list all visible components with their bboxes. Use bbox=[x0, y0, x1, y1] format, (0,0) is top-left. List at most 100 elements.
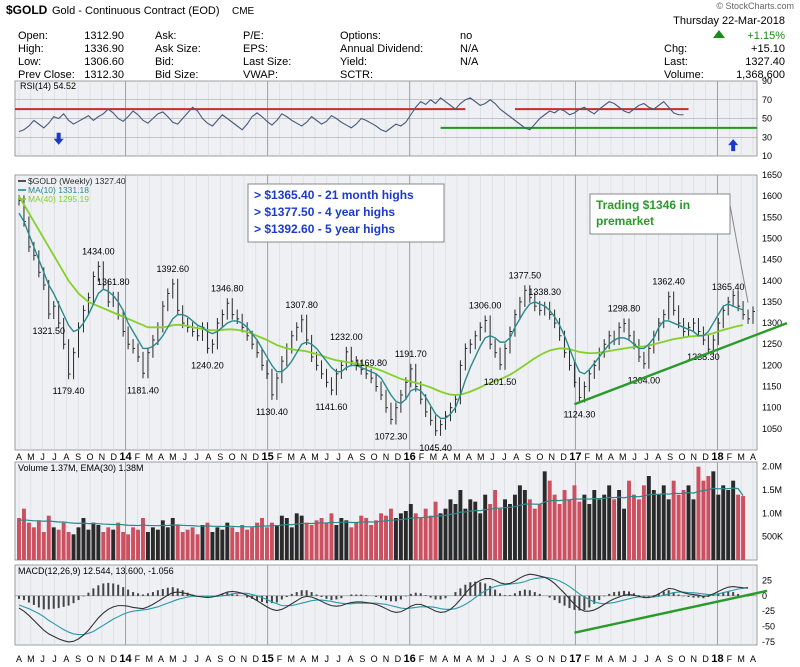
macd-histogram-bar bbox=[22, 595, 25, 601]
ma40-line bbox=[18, 195, 744, 396]
instrument-name: Gold - Continuous Contract (EOD) bbox=[52, 5, 220, 17]
macd-histogram-bar bbox=[146, 593, 149, 596]
volume-bar bbox=[517, 485, 522, 560]
x-tick-label: M bbox=[595, 452, 603, 462]
volume-bar bbox=[686, 485, 691, 560]
macd-histogram-bar bbox=[732, 592, 735, 596]
macd-histogram-bar bbox=[320, 595, 323, 597]
volume-bar bbox=[398, 513, 403, 560]
x-tick-label: M bbox=[311, 654, 319, 664]
macd-histogram-bar bbox=[340, 595, 343, 599]
x-tick-label: A bbox=[750, 654, 756, 664]
legend-entry: $GOLD (Weekly) 1327.40 bbox=[28, 176, 126, 186]
volume-bar bbox=[627, 480, 631, 560]
price-label: 1377.50 bbox=[509, 270, 542, 280]
macd-histogram-bar bbox=[221, 593, 224, 596]
macd-histogram-bar bbox=[558, 595, 561, 604]
volume-bar bbox=[587, 504, 592, 560]
volume-bar bbox=[269, 522, 274, 560]
volume-bar bbox=[225, 522, 230, 560]
x-tick-label: D bbox=[110, 452, 117, 462]
summary-value: +15.10 bbox=[751, 43, 785, 55]
volume-bar bbox=[463, 508, 468, 560]
volume-bar bbox=[676, 494, 681, 560]
x-tick-label: M bbox=[27, 654, 35, 664]
volume-bar bbox=[597, 499, 602, 560]
volume-bar bbox=[245, 529, 250, 560]
volume-bar bbox=[453, 504, 458, 560]
x-tick-label: J bbox=[194, 654, 199, 664]
volume-bar bbox=[736, 494, 741, 560]
watermark: © StockCharts.com bbox=[716, 1, 794, 11]
volume-bar bbox=[369, 525, 374, 560]
x-tick-label: O bbox=[678, 452, 685, 462]
volume-bar bbox=[200, 525, 205, 560]
macd-histogram-bar bbox=[87, 592, 90, 596]
macd-histogram-bar bbox=[523, 589, 526, 596]
macd-histogram-bar bbox=[171, 587, 174, 596]
macd-histogram-bar bbox=[151, 592, 154, 596]
x-tick-label: J bbox=[502, 452, 507, 462]
macd-histogram-bar bbox=[77, 595, 80, 601]
x-tick-label: A bbox=[655, 452, 661, 462]
macd-histogram-bar bbox=[434, 595, 437, 600]
field-label: Options: bbox=[340, 30, 381, 42]
volume-bar bbox=[106, 527, 111, 560]
macd-histogram-bar bbox=[394, 595, 397, 602]
volume-bar bbox=[145, 532, 150, 560]
macd-histogram-bar bbox=[389, 595, 392, 602]
highs-annotation-line: > $1377.50 - 4 year highs bbox=[254, 205, 395, 219]
macd-histogram-bar bbox=[360, 594, 363, 596]
premarket-pointer bbox=[729, 204, 749, 303]
volume-bar bbox=[403, 511, 408, 560]
volume-bar bbox=[607, 485, 612, 560]
x-tick-label: A bbox=[205, 452, 211, 462]
x-tick-label: O bbox=[87, 452, 94, 462]
volume-bar bbox=[354, 522, 359, 560]
volume-bar bbox=[175, 525, 180, 560]
volume-bar bbox=[210, 532, 215, 560]
x-tick-label: J bbox=[182, 654, 187, 664]
volume-bar bbox=[592, 490, 597, 560]
x-tick-label: J bbox=[644, 654, 649, 664]
macd-histogram-bar bbox=[618, 591, 621, 596]
x-tick-label: F bbox=[727, 654, 733, 664]
price-label: 1072.30 bbox=[375, 431, 408, 441]
price-label: 1130.40 bbox=[256, 407, 288, 417]
macd-histogram-bar bbox=[127, 589, 130, 596]
macd-histogram-bar bbox=[419, 593, 422, 596]
volume-bar bbox=[339, 518, 344, 560]
volume-bar bbox=[741, 496, 746, 560]
volume-bar bbox=[448, 499, 453, 560]
macd-histogram-bar bbox=[365, 595, 368, 596]
volume-bar bbox=[349, 527, 354, 560]
x-tick-label: S bbox=[667, 654, 673, 664]
macd-histogram-bar bbox=[632, 593, 635, 596]
x-tick-label: A bbox=[608, 452, 614, 462]
legend-entry: MA(40) 1295.19 bbox=[28, 194, 89, 204]
summary-label: Last: bbox=[664, 56, 688, 68]
volume-bar bbox=[388, 508, 393, 560]
x-tick-label: F bbox=[727, 452, 733, 462]
volume-bar bbox=[170, 518, 175, 560]
macd-histogram-bar bbox=[737, 593, 740, 596]
summary-value: 1,368,600 bbox=[736, 69, 785, 81]
macd-trendline bbox=[574, 589, 768, 634]
macd-histogram-bar bbox=[578, 595, 581, 611]
x-tick-label: A bbox=[442, 452, 448, 462]
macd-histogram-bar bbox=[538, 593, 541, 596]
x-tick-label: A bbox=[347, 452, 353, 462]
x-tick-label: A bbox=[205, 654, 211, 664]
macd-histogram-bar bbox=[236, 594, 239, 596]
volume-bar bbox=[289, 527, 294, 560]
volume-bar bbox=[443, 508, 448, 560]
macd-histogram-bar bbox=[82, 595, 85, 597]
x-tick-label: J bbox=[490, 654, 495, 664]
header: $GOLD Gold - Continuous Contract (EOD) C… bbox=[6, 1, 794, 81]
volume-bar bbox=[21, 508, 26, 560]
macd-histogram-bar bbox=[305, 590, 308, 596]
field-value: N/A bbox=[460, 43, 479, 55]
price-y-tick: 1300 bbox=[762, 318, 782, 328]
field-label: Last Size: bbox=[243, 56, 291, 68]
x-tick-label: N bbox=[99, 654, 106, 664]
